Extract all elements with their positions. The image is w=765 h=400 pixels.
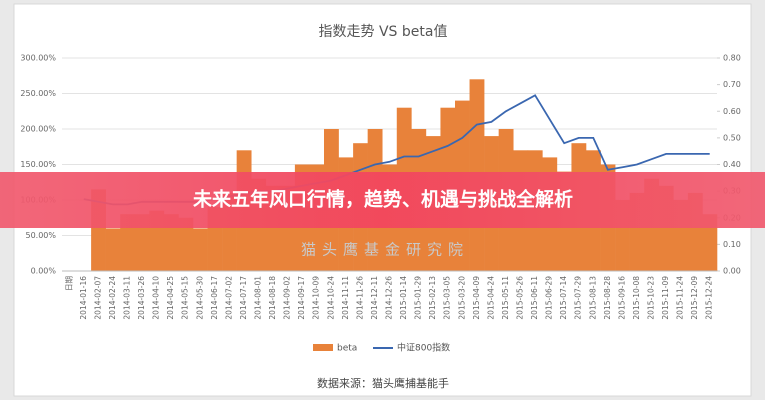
x-tick-label: 2014-04-25 (166, 276, 175, 320)
y-tick-label: 250.00% (20, 89, 56, 98)
y-tick-label: 0.00% (31, 267, 57, 276)
x-tick-label: 2015-11-09 (661, 276, 670, 320)
y2-tick-label: 0.70 (723, 80, 741, 89)
x-tick-label: 2015-07-14 (559, 276, 568, 320)
x-tick-label: 2014-06-17 (210, 276, 219, 320)
x-tick-label: 2015-03-20 (457, 276, 466, 320)
x-tick-label: 2015-12-24 (705, 276, 714, 320)
x-tick-label: 2014-07-02 (224, 276, 233, 320)
y-tick-label: 150.00% (20, 160, 56, 169)
source: 数据来源：猫头鹰捕基能手 (317, 376, 449, 390)
x-tick-label: 2015-01-14 (399, 276, 408, 320)
y2-tick-label: 0.10 (723, 240, 741, 249)
legend-swatch (313, 344, 333, 351)
x-tick-label: 2015-09-16 (617, 276, 626, 320)
x-tick-label: 2014-11-26 (355, 276, 364, 320)
x-tick-label: 2015-05-26 (516, 276, 525, 320)
x-tick-label: 2015-05-11 (501, 276, 510, 320)
bar (702, 214, 718, 271)
bar (134, 214, 150, 271)
x-tick-label: 2014-09-17 (297, 276, 306, 320)
banner-title: 未来五年风口行情，趋势、机遇与挑战全解析 (192, 188, 573, 211)
x-tick-label: 2015-04-09 (472, 276, 481, 320)
x-tick-label: 2015-12-09 (690, 276, 699, 320)
legend-label: 中证800指数 (397, 342, 450, 354)
y2-tick-label: 0.00 (723, 267, 741, 276)
x-tick-label: 2015-07-29 (574, 276, 583, 320)
x-tick-label: 2015-02-13 (428, 276, 437, 320)
bar (193, 228, 208, 271)
y-tick-label: 200.00% (20, 125, 56, 134)
y2-tick-label: 0.40 (723, 160, 741, 169)
x-tick-label: 日期 (64, 276, 73, 291)
x-tick-label: 2015-08-28 (603, 276, 612, 320)
x-tick-label: 2015-10-08 (632, 276, 641, 320)
x-tick-label: 2015-03-05 (443, 276, 452, 320)
y2-tick-label: 0.80 (723, 54, 741, 63)
x-tick-label: 2014-03-26 (137, 276, 146, 320)
bar (178, 217, 194, 271)
x-tick-label: 2014-09-02 (283, 276, 292, 320)
bar (120, 214, 136, 271)
x-tick-label: 2015-01-29 (414, 276, 423, 320)
x-tick-label: 2015-10-23 (647, 276, 656, 320)
y-tick-label: 50.00% (25, 231, 56, 240)
x-tick-label: 2015-04-24 (486, 276, 495, 320)
y2-tick-label: 0.60 (723, 107, 741, 116)
chart-title: 指数走势 VS beta值 (319, 24, 448, 40)
x-tick-label: 2014-11-11 (341, 276, 350, 320)
x-tick-label: 2014-10-09 (312, 276, 321, 320)
x-tick-label: 2014-02-07 (93, 276, 102, 320)
x-tick-label: 2015-06-29 (545, 276, 554, 320)
x-tick-label: 2015-08-13 (588, 276, 597, 320)
x-tick-label: 2014-05-30 (195, 276, 204, 320)
legend-label: beta (337, 344, 357, 354)
y2-tick-label: 0.50 (723, 133, 741, 142)
x-tick-label: 2014-08-18 (268, 276, 277, 320)
x-tick-label: 2014-01-16 (79, 276, 88, 320)
x-tick-label: 2014-10-24 (326, 276, 335, 320)
x-tick-label: 2014-03-11 (123, 276, 132, 320)
banner-background (0, 172, 765, 228)
bar (105, 228, 121, 271)
x-tick-label: 2014-05-15 (181, 276, 190, 320)
y-tick-label: 300.00% (20, 54, 56, 63)
bar (163, 214, 179, 271)
x-tick-label: 2014-12-11 (370, 276, 379, 320)
x-tick-label: 2015-11-24 (676, 276, 685, 320)
x-tick-label: 2014-12-26 (385, 276, 394, 320)
x-tick-label: 2014-02-24 (108, 276, 117, 320)
x-tick-label: 2014-07-17 (239, 276, 248, 320)
x-tick-label: 2014-04-10 (152, 276, 161, 320)
x-tick-label: 2015-06-11 (530, 276, 539, 320)
x-tick-label: 2014-08-01 (254, 276, 263, 320)
watermark: 猫头鹰基金研究院 (301, 241, 469, 259)
